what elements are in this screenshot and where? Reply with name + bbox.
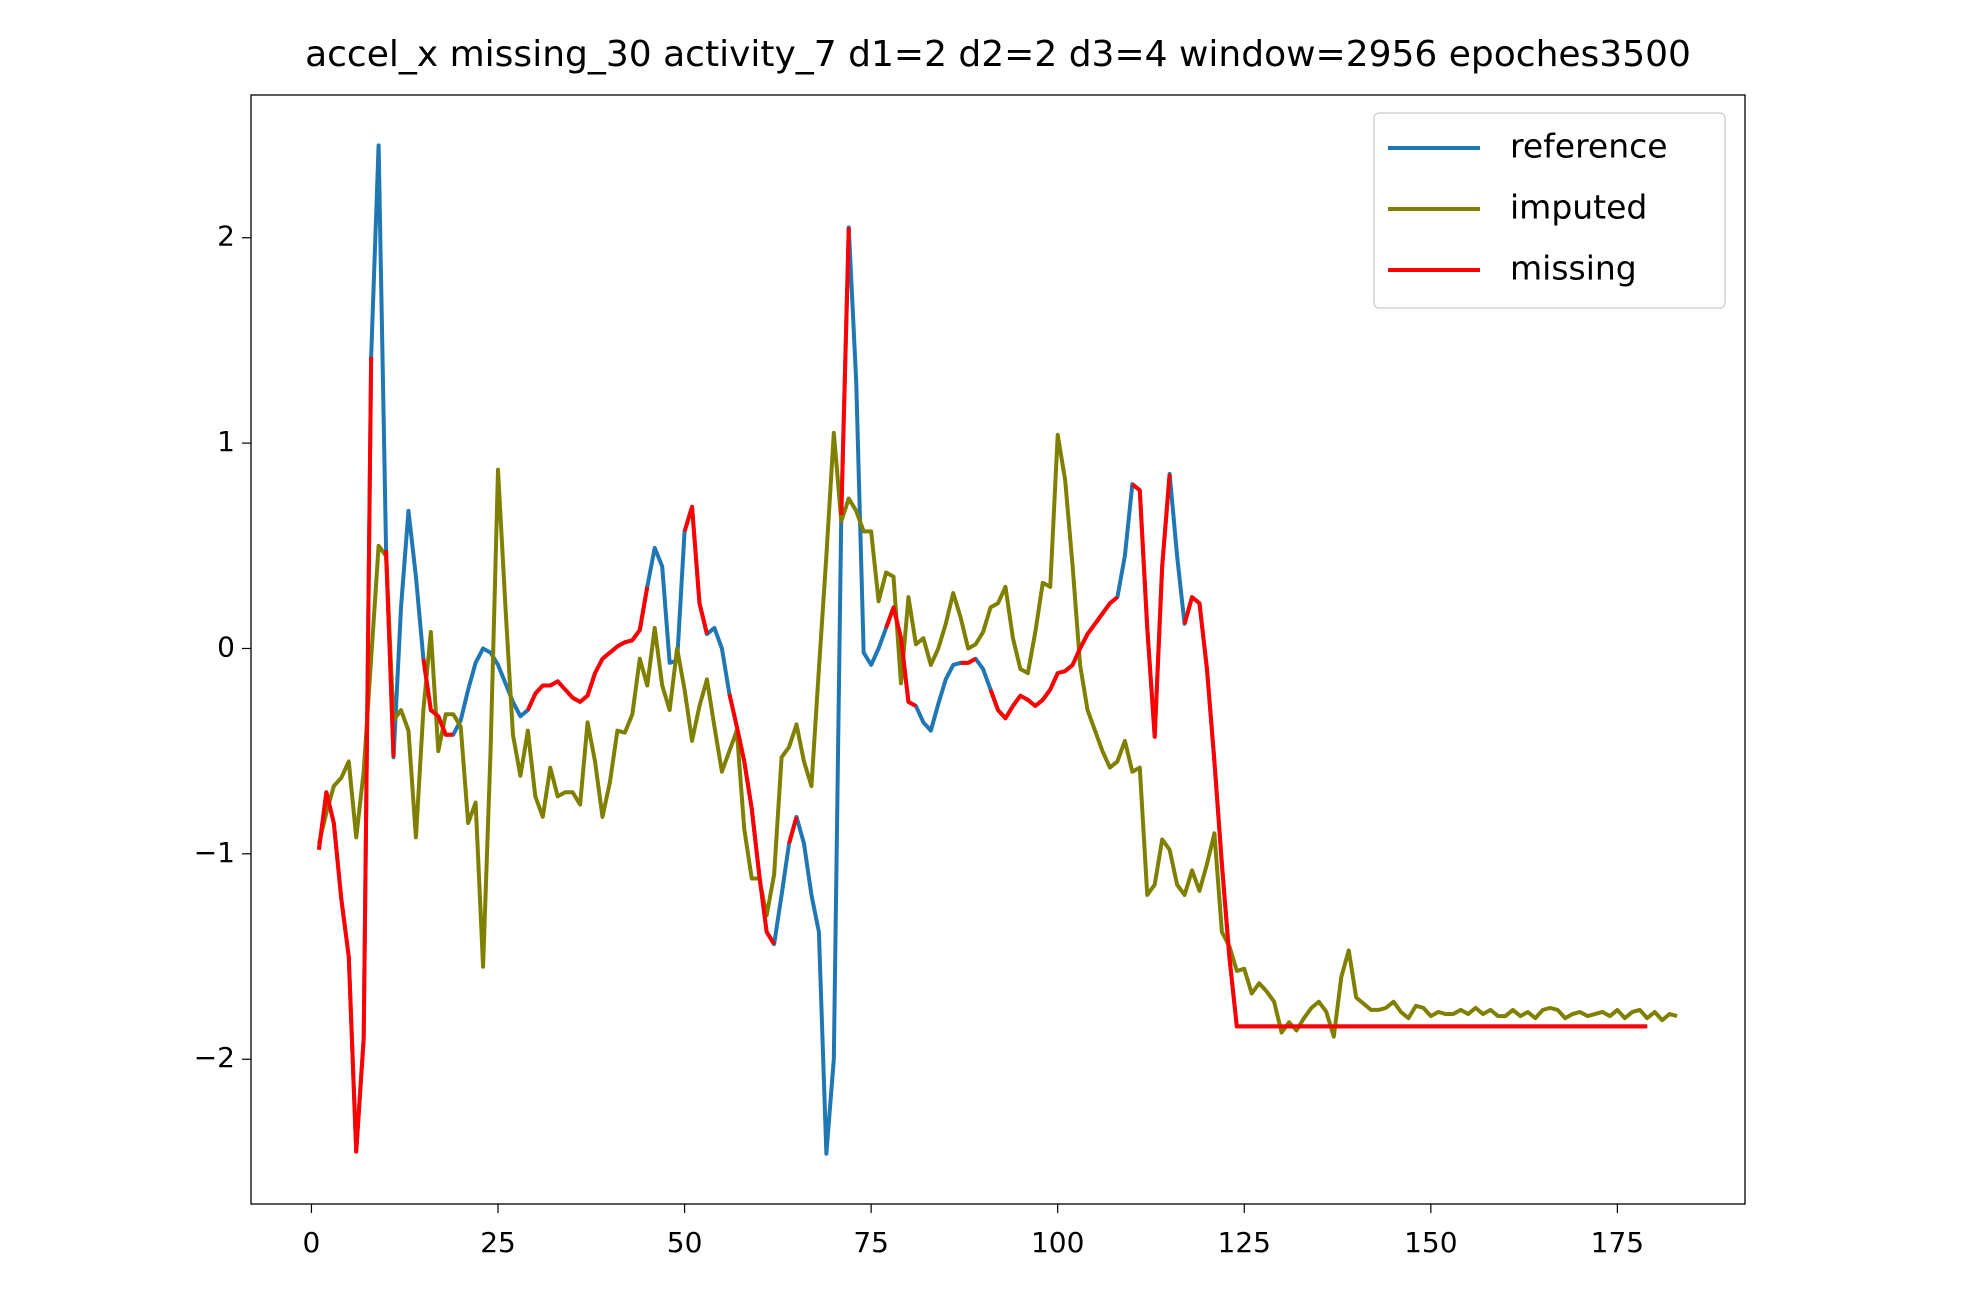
legend-label: reference [1510, 127, 1668, 166]
x-tick-label: 50 [667, 1226, 703, 1259]
chart-title: accel_x missing_30 activity_7 d1=2 d2=2 … [305, 34, 1691, 75]
plot-frame [250, 94, 1746, 1205]
legend-box [1373, 112, 1726, 309]
x-tick-label: 175 [1591, 1226, 1644, 1259]
x-tick-label: 0 [303, 1226, 321, 1259]
legend-label: missing [1510, 249, 1637, 288]
y-tick-label: 1 [217, 425, 235, 458]
series-line [316, 227, 1648, 1154]
x-tick-label: 150 [1404, 1226, 1457, 1259]
x-tick-label: 25 [480, 1226, 516, 1259]
x-tick-label: 100 [1031, 1226, 1084, 1259]
x-tick-label: 75 [853, 1226, 889, 1259]
y-tick-label: 0 [217, 630, 235, 663]
x-tick-label: 125 [1218, 1226, 1271, 1259]
y-tick-label: −1 [194, 836, 235, 869]
series-line [316, 430, 1678, 1039]
y-tick-label: −2 [194, 1041, 235, 1074]
legend-label: imputed [1510, 188, 1647, 227]
y-tick-label: 2 [217, 220, 235, 253]
